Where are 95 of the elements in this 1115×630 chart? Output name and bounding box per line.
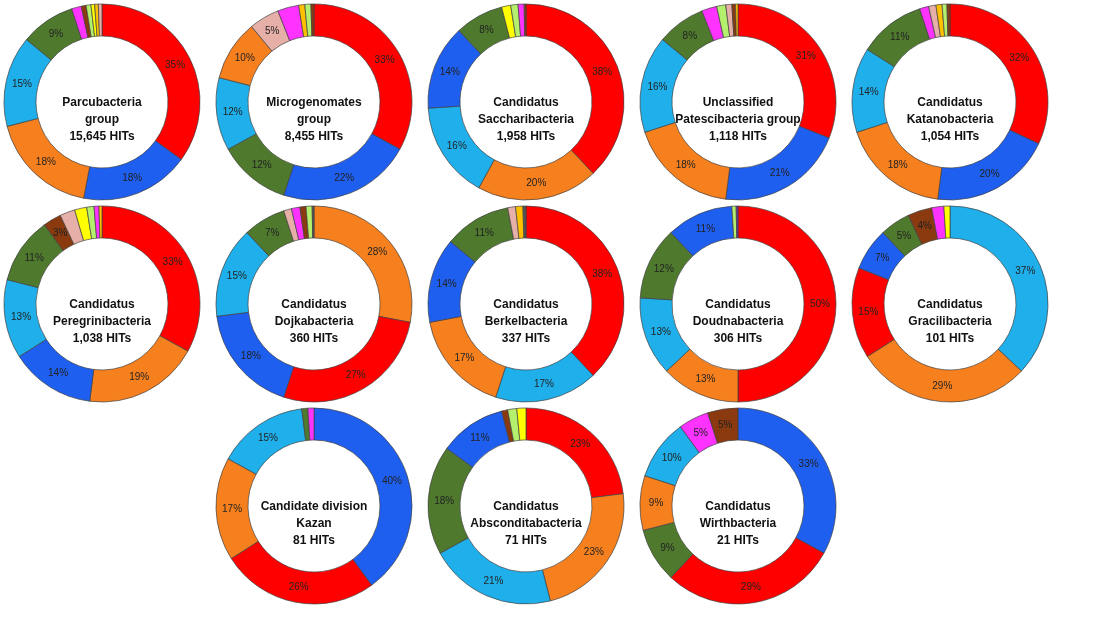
data-label: 8% <box>479 24 494 36</box>
text: Microgenomates group <box>266 95 362 126</box>
data-label: 13% <box>11 310 32 322</box>
data-label: 3% <box>53 227 68 239</box>
data-label: 21% <box>483 575 504 587</box>
data-label: 32% <box>1009 52 1030 64</box>
text: 337 HITs <box>501 331 551 345</box>
data-label: 14% <box>436 277 457 289</box>
text: 15,645 HITs <box>69 129 135 143</box>
text: 1,038 HITs <box>72 331 132 345</box>
data-label: 10% <box>234 52 255 64</box>
data-label: 18% <box>240 350 261 362</box>
data-label: 7% <box>265 227 280 239</box>
text: 81 HITs <box>293 533 336 547</box>
text: 71 HITs <box>505 533 548 547</box>
text: 1,958 HITs <box>496 129 556 143</box>
text: Unclassified Patescibacteria group <box>675 95 801 126</box>
data-label: 5% <box>265 25 280 37</box>
data-label: 33% <box>798 458 819 470</box>
data-label: 10% <box>661 451 682 463</box>
text: Candidatus Absconditabacteria <box>470 499 582 530</box>
data-label: 7% <box>874 251 890 263</box>
data-label: 26% <box>288 580 309 592</box>
text: 1,118 HITs <box>709 129 768 143</box>
data-label: 17% <box>454 352 475 364</box>
data-label: 40% <box>381 474 403 486</box>
text: Candidatus Katanobacteria <box>906 95 994 126</box>
text: 101 HITs <box>925 331 975 345</box>
data-label: 38% <box>592 267 613 279</box>
data-label: 22% <box>334 172 355 184</box>
data-label: 9% <box>648 497 664 509</box>
data-label: 12% <box>653 263 674 275</box>
data-label: 14% <box>439 65 460 77</box>
data-label: 33% <box>374 54 395 66</box>
data-label: 14% <box>48 367 69 379</box>
data-label: 16% <box>446 139 467 151</box>
data-label: 19% <box>129 371 150 383</box>
data-label: 11% <box>695 222 716 234</box>
data-label: 15% <box>226 270 247 282</box>
data-label: 50% <box>809 298 831 309</box>
data-label: 14% <box>858 85 879 97</box>
data-label: 11% <box>470 432 490 444</box>
data-label: 11% <box>890 31 910 43</box>
data-label: 9% <box>660 541 675 553</box>
text: Parcubacteria group <box>62 95 143 126</box>
data-label: 18% <box>35 155 56 167</box>
text: 1,054 HITs <box>920 129 980 143</box>
data-label: 21% <box>769 166 790 178</box>
data-label: 23% <box>583 546 604 558</box>
data-label: 9% <box>48 28 64 40</box>
data-label: 11% <box>24 251 44 263</box>
text: 360 HITs <box>289 331 339 345</box>
data-label: 27% <box>345 368 366 380</box>
data-label: 5% <box>717 419 733 431</box>
text: Candidatus Saccharibacteria <box>477 95 575 126</box>
data-label: 23% <box>570 438 591 450</box>
text: Candidatus Dojkabacteria <box>274 297 354 328</box>
data-label: 18% <box>122 172 143 184</box>
data-label: 12% <box>251 159 272 171</box>
data-label: 18% <box>434 494 455 506</box>
data-label: 4% <box>917 220 932 232</box>
data-label: 18% <box>887 159 908 171</box>
text: Candidatus Wirthbacteria <box>699 499 777 530</box>
data-label: 5% <box>896 230 912 242</box>
data-label: 13% <box>650 325 671 337</box>
text: Candidatus Peregrinibacteria <box>52 297 152 328</box>
text: 21 HITs <box>717 533 760 547</box>
text: Candidatus Berkelbacteria <box>484 297 568 328</box>
data-label: 20% <box>526 177 547 189</box>
text: 306 HITs <box>713 331 763 345</box>
data-label: 5% <box>693 426 709 438</box>
data-label: 15% <box>858 305 879 317</box>
data-label: 8% <box>682 29 698 41</box>
data-label: 20% <box>979 167 1000 179</box>
data-label: 13% <box>695 373 716 385</box>
text: Candidatus Doudnabacteria <box>692 297 784 328</box>
text: Candidatus Gracilibacteria <box>908 297 993 328</box>
data-label: 11% <box>474 227 494 239</box>
text: 8,455 HITs <box>284 129 344 143</box>
data-label: 28% <box>367 245 388 257</box>
data-label: 18% <box>675 159 696 171</box>
data-label: 33% <box>162 256 183 268</box>
data-label: 29% <box>740 580 761 592</box>
data-label: 17% <box>222 502 243 514</box>
data-label: 17% <box>533 378 554 390</box>
data-label: 37% <box>1015 265 1036 277</box>
data-label: 31% <box>795 49 816 61</box>
data-label: 38% <box>592 65 613 77</box>
data-label: 15% <box>257 432 279 444</box>
text: Candidate division Kazan <box>260 499 368 530</box>
data-label: 29% <box>932 379 953 391</box>
data-label: 16% <box>647 80 668 92</box>
data-label: 35% <box>165 58 186 70</box>
data-label: 15% <box>11 78 33 90</box>
data-label: 12% <box>222 106 243 118</box>
